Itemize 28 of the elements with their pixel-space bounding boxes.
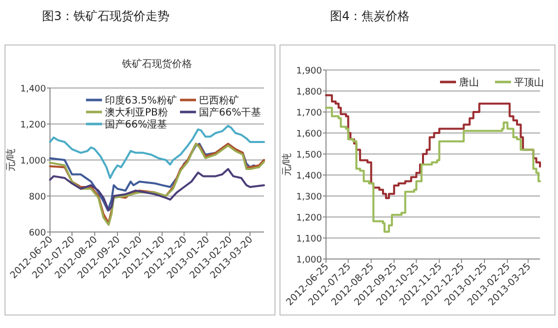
y-tick-label: 1,400 (296, 172, 322, 182)
y-tick-label: 1,800 (296, 88, 322, 98)
y-tick-label: 1,300 (296, 192, 322, 202)
y-tick-label: 1,200 (296, 214, 322, 224)
y-tick-label: 600 (28, 228, 46, 238)
legend-label: 澳大利亚PB粉 (105, 106, 168, 118)
y-tick-label: 1,100 (296, 234, 322, 244)
y-tick-label: 1,900 (296, 66, 322, 76)
y-axis-title: 元/吨 (281, 152, 293, 176)
y-tick-label: 1,000 (20, 156, 46, 166)
legend-label: 国产66%干基 (199, 106, 262, 118)
line-series (49, 168, 265, 212)
chart-subtitle: 铁矿石现货价格 (121, 58, 192, 70)
legend-label: 印度63.5%粉矿 (105, 94, 177, 106)
y-tick-label: 1,200 (20, 120, 46, 130)
legend-label: 巴西粉矿 (199, 94, 239, 106)
y-tick-label: 1,700 (296, 108, 322, 118)
y-tick-label: 1,500 (296, 150, 322, 160)
y-tick-label: 1,000 (296, 256, 322, 266)
y-axis-title: 元/吨 (5, 148, 17, 172)
y-tick-label: 1,600 (296, 130, 322, 140)
legend-label: 国产66%湿基 (105, 118, 168, 130)
chart-title: 图3：铁矿石现货价走势 (42, 9, 170, 23)
y-tick-label: 1,400 (20, 84, 46, 94)
legend-label: 唐山 (459, 76, 479, 88)
y-tick-label: 800 (28, 192, 46, 202)
chart-title: 图4：焦炭价格 (330, 9, 410, 23)
legend-label: 平顶山 (514, 76, 544, 88)
